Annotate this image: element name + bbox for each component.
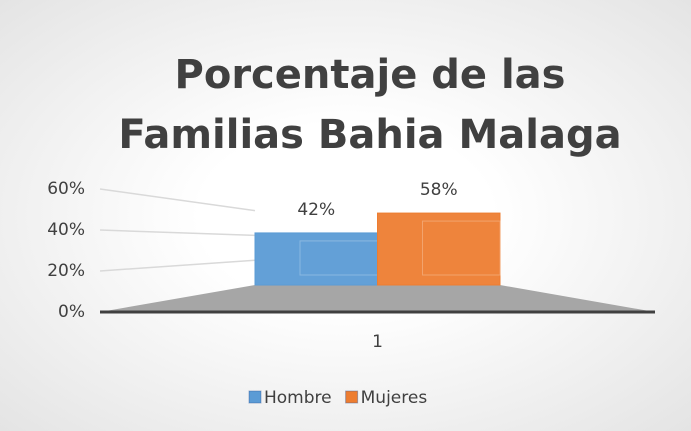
y-tick-label: 40% — [47, 220, 85, 240]
floor — [100, 285, 655, 312]
bar — [377, 212, 501, 286]
data-label: 42% — [297, 200, 335, 220]
data-label: 58% — [420, 180, 458, 200]
grid-line — [99, 188, 256, 212]
legend-label: Mujeres — [361, 388, 428, 408]
grid-line — [99, 229, 256, 237]
y-tick-label: 60% — [47, 179, 85, 199]
bar — [254, 232, 378, 286]
bar-inner — [422, 220, 501, 276]
legend-label: Hombre — [264, 388, 332, 408]
y-tick-label: 0% — [58, 302, 85, 322]
legend-swatch — [248, 390, 262, 404]
grid-line — [99, 259, 256, 272]
y-tick-label: 20% — [47, 261, 85, 281]
x-tick-label: 1 — [372, 332, 383, 352]
chart-title: Porcentaje de las Familias Bahia Malaga — [118, 52, 622, 158]
legend-swatch — [345, 390, 359, 404]
